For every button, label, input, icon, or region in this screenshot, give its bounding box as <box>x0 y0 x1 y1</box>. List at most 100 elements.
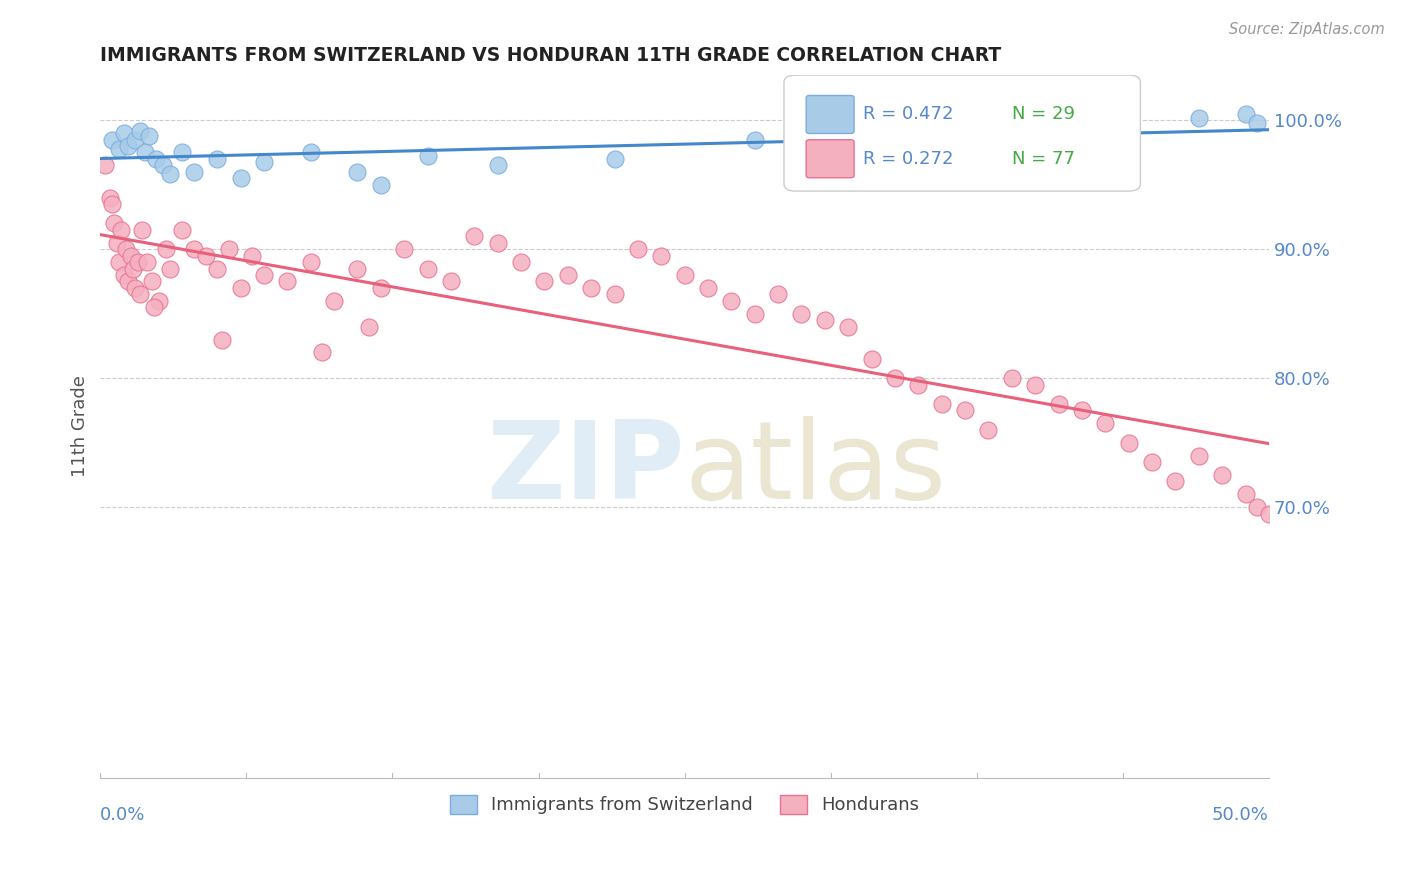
Point <box>1118 126 1140 140</box>
Point <box>1188 449 1211 463</box>
Point <box>440 275 463 289</box>
Point <box>673 268 696 282</box>
Point <box>103 216 125 230</box>
Point <box>240 249 263 263</box>
Point <box>155 242 177 256</box>
Point <box>510 255 533 269</box>
Point <box>134 145 156 160</box>
Point <box>603 287 626 301</box>
Point <box>117 139 139 153</box>
Point <box>1047 397 1070 411</box>
Point <box>650 249 672 263</box>
Point <box>346 261 368 276</box>
Point <box>1001 371 1024 385</box>
Point <box>229 281 252 295</box>
Point <box>860 158 883 172</box>
Point <box>370 178 392 192</box>
Point <box>276 275 298 289</box>
Text: ZIP: ZIP <box>486 416 685 522</box>
Text: R = 0.272: R = 0.272 <box>863 150 953 168</box>
Point <box>370 281 392 295</box>
Point <box>814 313 837 327</box>
Point <box>907 377 929 392</box>
Point <box>143 300 166 314</box>
Point <box>860 351 883 366</box>
Point <box>148 293 170 308</box>
Point <box>790 307 813 321</box>
Text: N = 29: N = 29 <box>1012 105 1074 123</box>
Point <box>1094 417 1116 431</box>
Point <box>101 197 124 211</box>
Text: atlas: atlas <box>685 416 946 522</box>
Point <box>127 255 149 269</box>
Point <box>1234 107 1257 121</box>
Point <box>108 142 131 156</box>
Point <box>1118 435 1140 450</box>
Point <box>837 319 859 334</box>
Point <box>253 154 276 169</box>
Point <box>463 229 485 244</box>
Text: 50.0%: 50.0% <box>1212 806 1270 824</box>
Point <box>744 307 766 321</box>
Point <box>110 223 132 237</box>
Point <box>253 268 276 282</box>
Point <box>131 223 153 237</box>
Point <box>1188 111 1211 125</box>
Point <box>183 242 205 256</box>
Point <box>98 191 121 205</box>
Point <box>172 145 194 160</box>
Legend: Immigrants from Switzerland, Hondurans: Immigrants from Switzerland, Hondurans <box>443 788 927 822</box>
Point <box>416 261 439 276</box>
Point <box>159 168 181 182</box>
Point <box>1024 377 1046 392</box>
Point <box>1234 487 1257 501</box>
Point <box>120 249 142 263</box>
Point <box>486 235 509 250</box>
Point <box>311 345 333 359</box>
Point <box>194 249 217 263</box>
Point <box>627 242 650 256</box>
Point <box>392 242 415 256</box>
Point <box>129 123 152 137</box>
Point <box>115 242 138 256</box>
Point <box>117 275 139 289</box>
Point <box>129 287 152 301</box>
FancyBboxPatch shape <box>806 95 853 134</box>
Point <box>141 275 163 289</box>
Point <box>931 397 953 411</box>
Point <box>1246 116 1268 130</box>
Point <box>172 223 194 237</box>
Point <box>229 171 252 186</box>
Point <box>112 268 135 282</box>
Text: Source: ZipAtlas.com: Source: ZipAtlas.com <box>1229 22 1385 37</box>
Point <box>557 268 579 282</box>
Point <box>205 261 228 276</box>
Point <box>603 152 626 166</box>
Point <box>766 287 789 301</box>
Point <box>720 293 742 308</box>
Point <box>1164 475 1187 489</box>
Point <box>101 132 124 146</box>
Point <box>299 145 322 160</box>
Point <box>416 149 439 163</box>
Point <box>359 319 381 334</box>
Text: N = 77: N = 77 <box>1012 150 1074 168</box>
Point <box>346 165 368 179</box>
Point <box>579 281 602 295</box>
FancyBboxPatch shape <box>806 140 853 178</box>
Point <box>744 132 766 146</box>
Point <box>145 152 167 166</box>
Point <box>1246 500 1268 515</box>
Point <box>323 293 346 308</box>
Point <box>108 255 131 269</box>
Point <box>211 333 233 347</box>
Point <box>953 403 976 417</box>
Point <box>977 120 1000 134</box>
Point <box>138 128 160 143</box>
Point <box>205 152 228 166</box>
Point <box>105 235 128 250</box>
Point <box>112 126 135 140</box>
Point <box>1258 507 1281 521</box>
Point <box>136 255 159 269</box>
Point <box>1071 403 1094 417</box>
